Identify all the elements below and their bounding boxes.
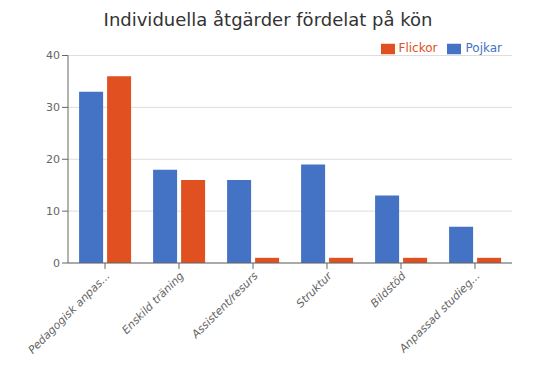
html-text:Individuella åtgärder fördelat: Individuella åtgärder fördelat på kön bbox=[103, 9, 433, 30]
svg-text:20: 20 bbox=[46, 153, 60, 166]
svg-text:Enskild träning: Enskild träning bbox=[119, 269, 186, 336]
html-text:Flickor: Flickor bbox=[398, 41, 438, 55]
svg-text:Anpassad studieg...: Anpassad studieg... bbox=[396, 269, 482, 355]
svg-text:Assistent/resurs: Assistent/resurs bbox=[188, 269, 260, 341]
svg-text:40: 40 bbox=[46, 49, 60, 62]
html-text:Pojkar: Pojkar bbox=[465, 41, 502, 55]
svg-text:0: 0 bbox=[53, 257, 60, 270]
svg-text:Pedagogisk anpas...: Pedagogisk anpas... bbox=[26, 269, 113, 356]
svg-text:Bildstöd: Bildstöd bbox=[368, 269, 409, 310]
svg-text:30: 30 bbox=[46, 101, 60, 114]
svg-text:Struktur: Struktur bbox=[294, 268, 336, 310]
svg-text:10: 10 bbox=[46, 205, 60, 218]
